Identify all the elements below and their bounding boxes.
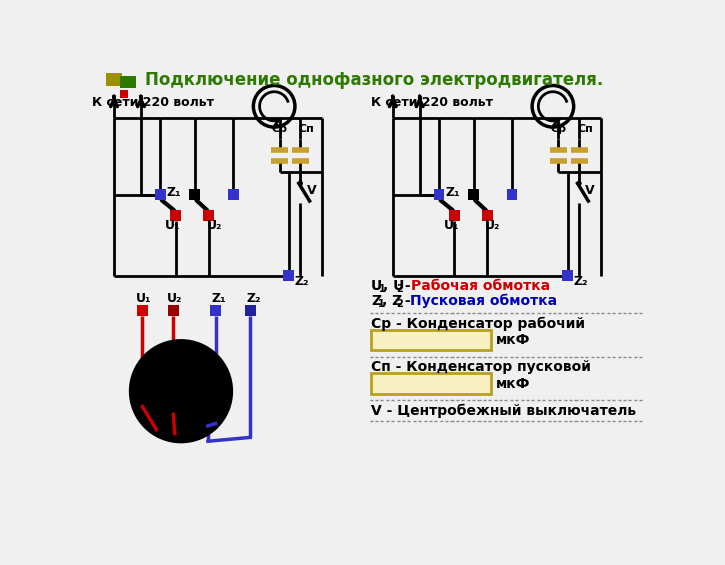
Bar [283, 270, 294, 281]
Text: Z: Z [371, 294, 381, 308]
Text: U: U [371, 279, 382, 293]
Text: -: - [400, 279, 416, 293]
Circle shape [577, 181, 581, 185]
Text: мкФ: мкФ [496, 333, 531, 347]
Text: Z₂: Z₂ [295, 275, 310, 288]
Text: Cп: Cп [578, 124, 593, 134]
Bar [371, 373, 491, 393]
Text: -: - [399, 294, 415, 308]
Bar [120, 90, 128, 98]
Text: Z₂: Z₂ [247, 292, 261, 305]
Text: , Z: , Z [382, 294, 402, 308]
Bar [562, 270, 573, 281]
Bar [120, 76, 136, 88]
Circle shape [131, 341, 231, 441]
Text: Z₁: Z₁ [212, 292, 226, 305]
Bar [244, 305, 256, 316]
Text: , U: , U [383, 279, 404, 293]
Text: Cп: Cп [299, 124, 315, 134]
Text: V: V [585, 185, 594, 198]
Text: Пусковая обмотка: Пусковая обмотка [410, 294, 558, 308]
Bar [434, 189, 444, 200]
Text: M: M [169, 368, 194, 392]
Text: U₁: U₁ [444, 219, 459, 232]
Text: Cр: Cр [272, 124, 288, 134]
Text: U₁: U₁ [165, 219, 181, 232]
Bar [167, 305, 179, 316]
Text: V - Центробежный выключатель: V - Центробежный выключатель [371, 403, 637, 418]
Text: Z₁: Z₁ [445, 186, 460, 199]
Text: Рабочая обмотка: Рабочая обмотка [411, 279, 550, 293]
Text: К сети 220 вольт: К сети 220 вольт [93, 96, 215, 109]
Bar [203, 210, 214, 221]
Text: U₂: U₂ [167, 292, 183, 305]
Bar [371, 331, 491, 350]
Text: Z₁: Z₁ [166, 186, 181, 199]
Text: 1~: 1~ [165, 390, 197, 410]
Text: Подключение однофазного электродвигателя.: Подключение однофазного электродвигателя… [145, 71, 603, 89]
Bar [107, 73, 122, 85]
Bar [210, 305, 221, 316]
Text: U₂: U₂ [485, 219, 500, 232]
Bar [189, 189, 200, 200]
Text: Cр: Cр [550, 124, 566, 134]
Bar [137, 305, 148, 316]
Circle shape [299, 181, 302, 185]
Text: 2: 2 [397, 284, 403, 294]
Bar [170, 210, 181, 221]
Text: Сп - Конденсатор пусковой: Сп - Конденсатор пусковой [371, 360, 591, 375]
Bar [507, 189, 518, 200]
Bar [449, 210, 460, 221]
Text: 1: 1 [378, 299, 385, 309]
Bar [155, 189, 165, 200]
Text: К сети 220 вольт: К сети 220 вольт [371, 96, 493, 109]
Text: U₁: U₁ [136, 292, 152, 305]
Text: U₂: U₂ [207, 219, 222, 232]
Text: Ср - Конденсатор рабочий: Ср - Конденсатор рабочий [371, 317, 585, 331]
Text: V: V [307, 185, 316, 198]
Text: Z₂: Z₂ [573, 275, 588, 288]
Bar [228, 189, 239, 200]
Text: 2: 2 [396, 299, 402, 309]
Bar [482, 210, 493, 221]
Text: мкФ: мкФ [496, 376, 531, 390]
Bar [468, 189, 479, 200]
Text: 1: 1 [379, 284, 386, 294]
